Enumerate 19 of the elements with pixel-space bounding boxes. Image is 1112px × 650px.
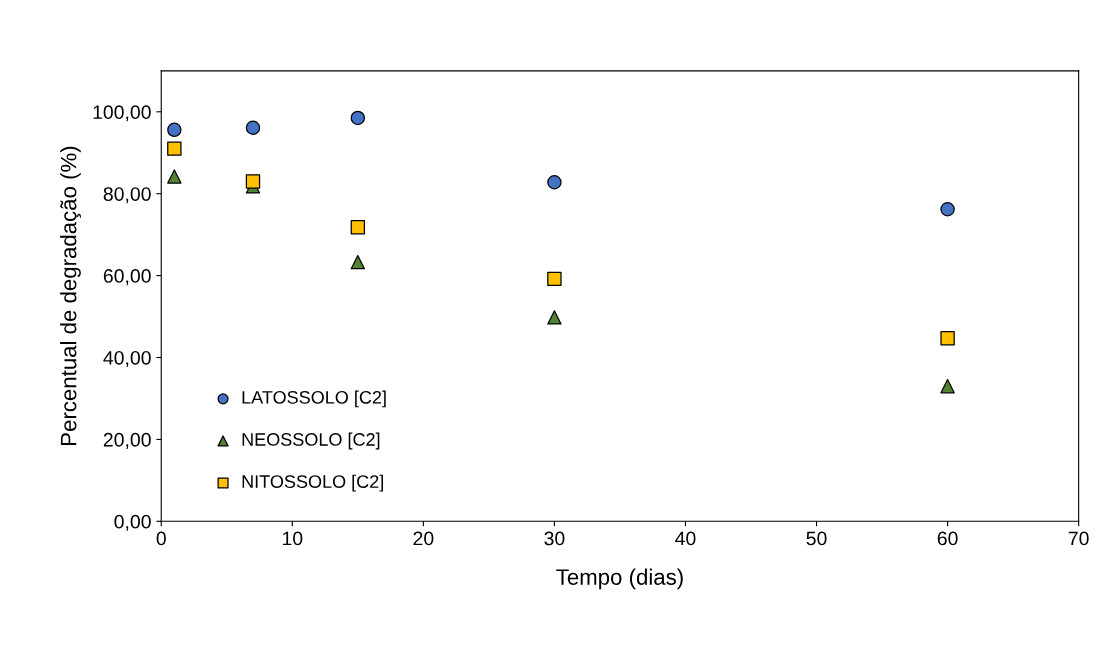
x-axis-title: Tempo (dias) (556, 568, 683, 590)
y-tick-label: 60,00 (103, 269, 151, 286)
y-tick-label: 100,00 (93, 105, 151, 122)
x-tick-label: 70 (1068, 531, 1089, 546)
legend-label: NITOSSOLO [C2] (242, 474, 383, 492)
legend-label: LATOSSOLO [C2] (242, 390, 386, 408)
y-tick-label: 40,00 (103, 350, 151, 368)
x-tick-label: 60 (937, 531, 958, 546)
x-tick-label: 0 (156, 531, 166, 546)
x-tick-label: 20 (413, 531, 434, 546)
legend-label: NEOSSOLO [C2] (242, 432, 380, 450)
x-tick-label: 10 (282, 531, 303, 546)
x-tick-label: 40 (675, 531, 696, 546)
x-tick-label: 50 (806, 531, 827, 546)
x-tick-label: 30 (544, 531, 565, 546)
y-tick-label: 80,00 (103, 187, 151, 204)
y-axis-title: Percentual de degradação (%) (60, 146, 81, 445)
y-tick-label: 0,00 (114, 514, 151, 531)
y-tick-label: 20,00 (103, 432, 151, 449)
